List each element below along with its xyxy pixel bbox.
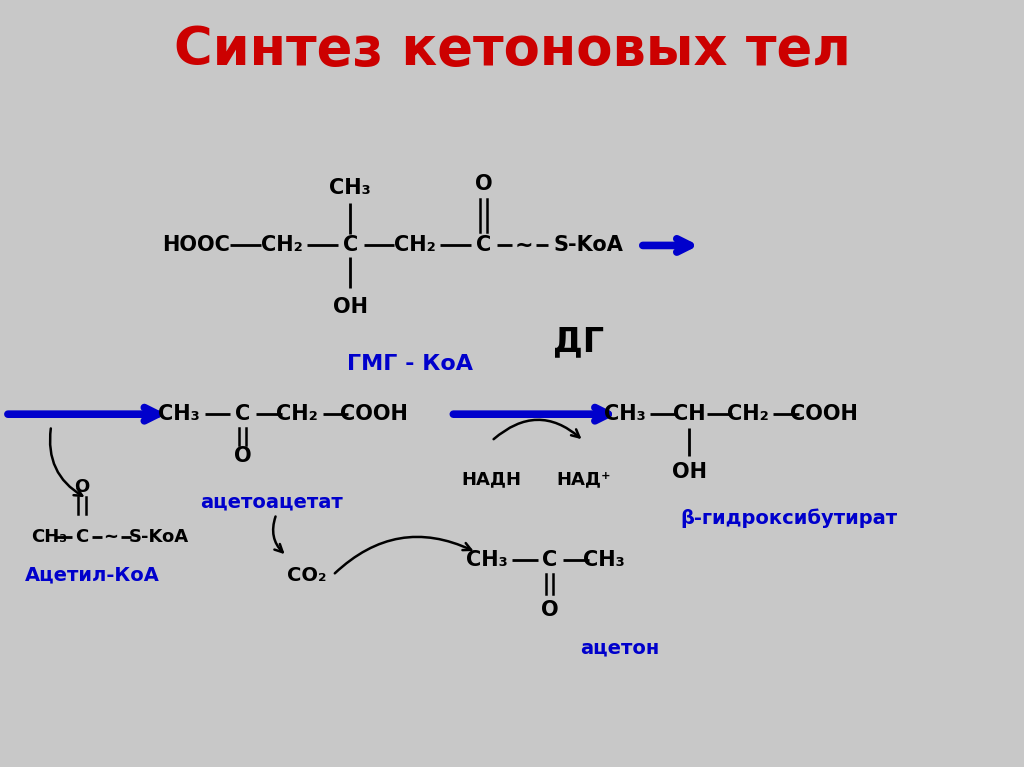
Text: C: C — [236, 404, 250, 424]
Text: HOOC: HOOC — [163, 235, 230, 255]
Text: OH: OH — [333, 297, 368, 317]
Text: O: O — [75, 478, 89, 496]
Text: CH: CH — [673, 404, 706, 424]
Text: C: C — [343, 235, 357, 255]
Text: ДГ: ДГ — [553, 324, 604, 358]
Text: НАД⁺: НАД⁺ — [556, 470, 611, 489]
Text: S-KoA: S-KoA — [129, 528, 188, 546]
Text: CH₂: CH₂ — [276, 404, 317, 424]
Text: Синтез кетоновых тел: Синтез кетоновых тел — [173, 24, 851, 76]
Text: COOH: COOH — [791, 404, 858, 424]
Text: ~: ~ — [515, 235, 534, 255]
Text: CH₃: CH₃ — [31, 528, 67, 546]
Text: C: C — [543, 550, 557, 570]
Text: CH₃: CH₃ — [584, 550, 625, 570]
Text: ацетон: ацетон — [580, 639, 659, 657]
Text: O: O — [541, 600, 559, 620]
Text: ацетоацетат: ацетоацетат — [200, 493, 343, 512]
Text: ~: ~ — [103, 528, 118, 546]
Text: S-KoA: S-KoA — [554, 235, 624, 255]
Text: НАДН: НАДН — [462, 470, 521, 489]
Text: ГМГ - КоА: ГМГ - КоА — [346, 354, 473, 374]
Text: CH₂: CH₂ — [727, 404, 768, 424]
Text: C: C — [476, 235, 490, 255]
Text: CH₂: CH₂ — [394, 235, 435, 255]
Text: O: O — [474, 174, 493, 194]
Text: β-гидроксибутират: β-гидроксибутират — [680, 508, 897, 528]
Text: Ацетил-КоА: Ацетил-КоА — [25, 566, 160, 584]
Text: C: C — [76, 528, 88, 546]
Text: OH: OH — [672, 462, 707, 482]
Text: O: O — [233, 446, 252, 466]
Text: COOH: COOH — [340, 404, 408, 424]
Text: CH₃: CH₃ — [604, 404, 645, 424]
Text: CH₃: CH₃ — [330, 178, 371, 198]
Text: CH₃: CH₃ — [466, 550, 507, 570]
Text: CH₂: CH₂ — [261, 235, 302, 255]
Text: CO₂: CO₂ — [288, 566, 327, 584]
Text: CH₃: CH₃ — [159, 404, 200, 424]
